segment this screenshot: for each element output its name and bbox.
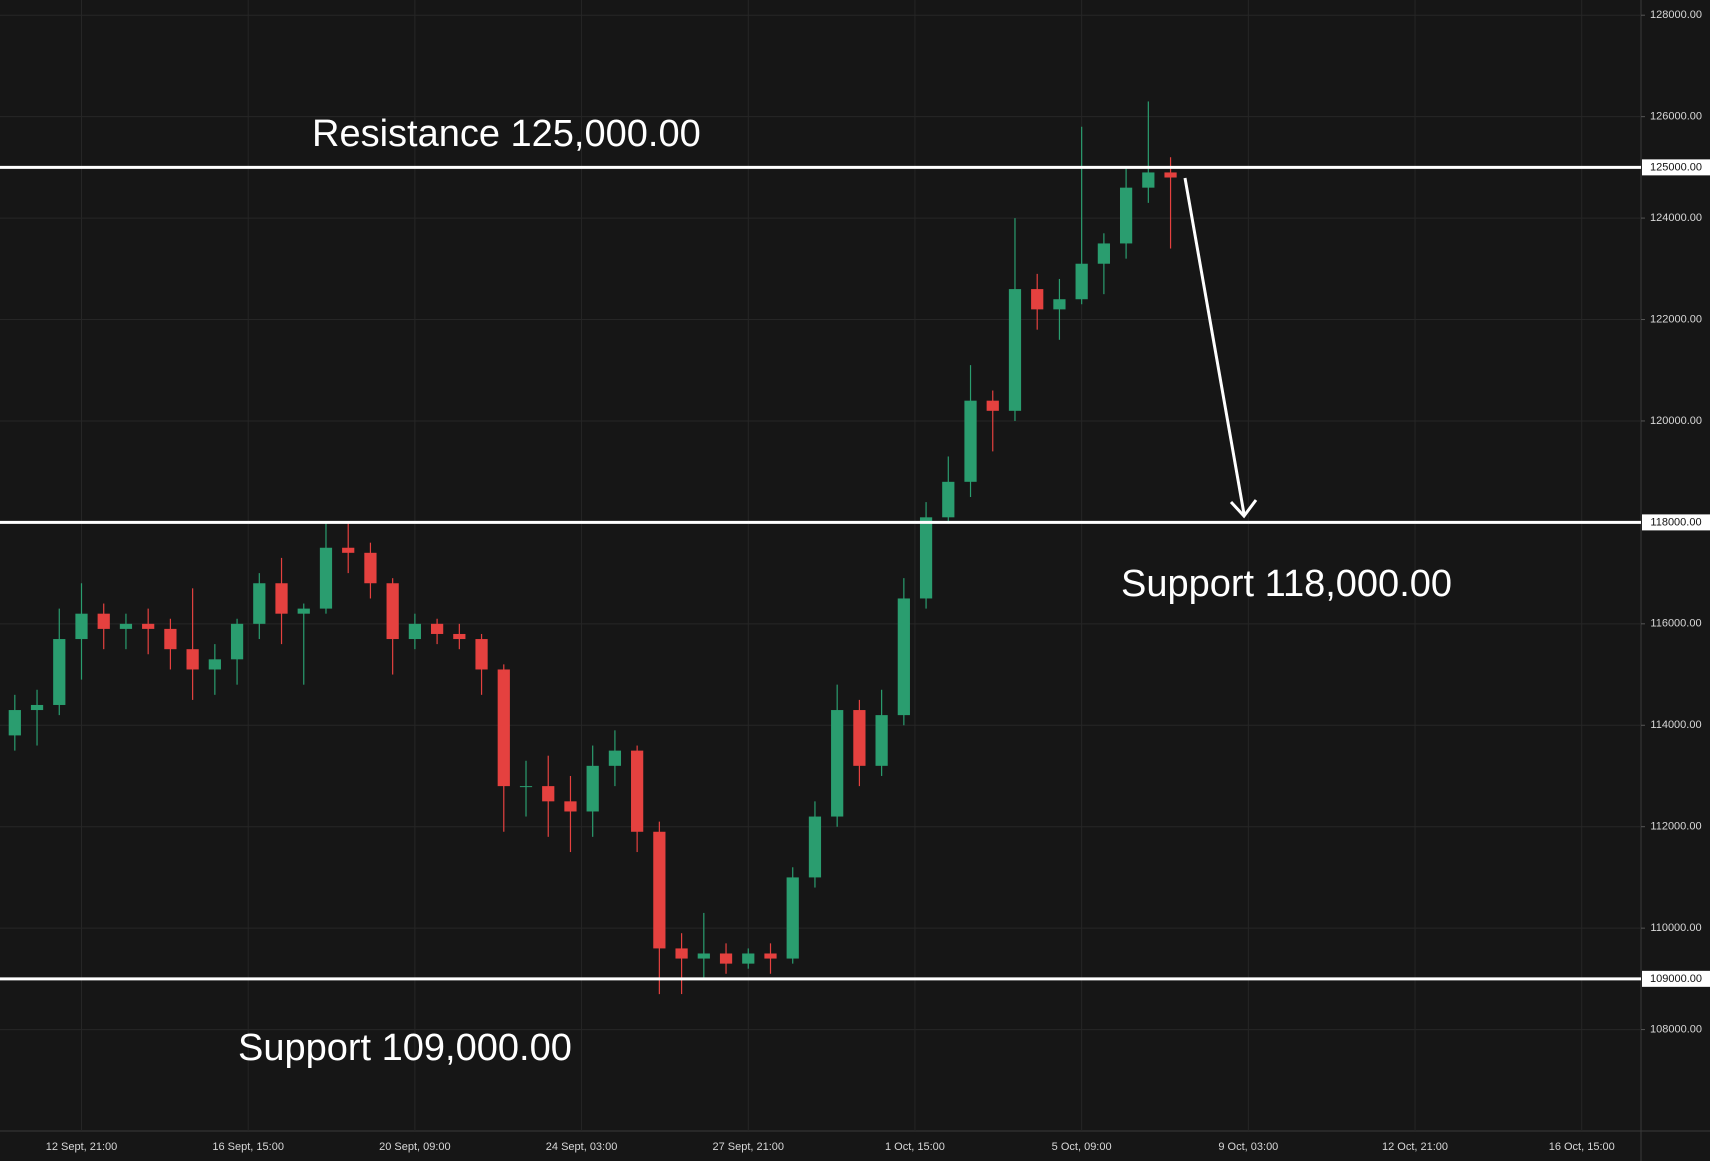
candle-body: [430, 623, 444, 634]
x-tick-label: 12 Sept, 21:00: [46, 1141, 118, 1153]
candle-body: [186, 649, 199, 670]
candle-body: [164, 628, 177, 650]
candle-body: [786, 877, 799, 959]
candle-body: [8, 710, 21, 736]
candle-body: [1142, 172, 1155, 188]
candle-body: [986, 400, 999, 411]
y-tick-label: 126000.00: [1650, 111, 1702, 123]
candle-body: [564, 801, 577, 812]
candle-body: [453, 633, 466, 640]
candle-body: [364, 552, 377, 584]
candle-body: [497, 669, 510, 787]
level-label-box: [1642, 514, 1710, 531]
y-tick-label: 108000.00: [1650, 1023, 1702, 1035]
candle-body: [586, 765, 599, 812]
level-label: 109000.00: [1650, 973, 1702, 985]
candle-body: [675, 948, 688, 959]
x-tick-label: 16 Sept, 15:00: [212, 1141, 284, 1153]
candle-body: [1008, 289, 1022, 411]
x-tick-label: 5 Oct, 09:00: [1052, 1141, 1112, 1153]
y-tick-label: 114000.00: [1650, 719, 1701, 731]
candle-body: [1031, 289, 1044, 310]
x-tick-label: 1 Oct, 15:00: [885, 1141, 945, 1153]
level-label-box: [1642, 970, 1710, 987]
candle-body: [697, 953, 710, 959]
candle-body: [742, 953, 755, 964]
y-tick-label: 110000.00: [1650, 922, 1701, 934]
candle-body: [1164, 172, 1177, 178]
y-tick-label: 124000.00: [1650, 212, 1702, 224]
candle-body: [719, 953, 733, 964]
candle-body: [519, 786, 533, 788]
candle-body: [97, 613, 110, 629]
x-tick-label: 27 Sept, 21:00: [712, 1141, 784, 1153]
candle-body: [475, 639, 488, 670]
candle-body: [653, 831, 666, 949]
candle-body: [1053, 299, 1066, 310]
candle-body: [297, 608, 310, 614]
projection-arrowhead: [1229, 499, 1258, 519]
level-label: 125000.00: [1650, 161, 1702, 173]
x-tick-label: 12 Oct, 21:00: [1382, 1141, 1448, 1153]
y-tick-label: 128000.00: [1650, 9, 1702, 21]
candle-body: [608, 750, 622, 766]
candle-body: [1097, 243, 1110, 264]
candle-body: [1119, 187, 1133, 244]
level-annotation: Resistance 125,000.00: [312, 113, 701, 155]
y-tick-label: 122000.00: [1650, 313, 1702, 325]
candle-body: [919, 517, 933, 599]
level-label-box: [1642, 159, 1710, 176]
candle-body: [542, 786, 555, 802]
candle-body: [408, 623, 421, 640]
candle-body: [764, 953, 777, 959]
x-tick-label: 24 Sept, 03:00: [546, 1141, 618, 1153]
candle-body: [831, 710, 844, 817]
y-tick-label: 120000.00: [1650, 415, 1702, 427]
candle-body: [119, 623, 133, 629]
candle-body: [964, 400, 977, 482]
y-tick-label: 112000.00: [1650, 821, 1701, 833]
level-label: 118000.00: [1650, 516, 1701, 528]
x-tick-label: 9 Oct, 03:00: [1218, 1141, 1278, 1153]
candle-body: [53, 639, 66, 705]
x-tick-label: 16 Oct, 15:00: [1549, 1141, 1615, 1153]
candle-body: [208, 659, 221, 670]
y-tick-label: 116000.00: [1650, 618, 1701, 630]
projection-arrow: [1183, 177, 1246, 515]
candle-body: [319, 547, 333, 609]
candle-body: [142, 623, 155, 629]
candle-body: [75, 613, 88, 640]
candle-body: [275, 583, 288, 614]
candle-body: [386, 583, 399, 640]
x-tick-label: 20 Sept, 09:00: [379, 1141, 451, 1153]
candle-body: [253, 583, 266, 624]
candle-body: [342, 547, 355, 553]
candle-body: [875, 715, 888, 766]
candle-body: [30, 704, 44, 711]
candle-body: [808, 816, 822, 878]
candle-body: [853, 710, 866, 766]
candle-body: [631, 750, 644, 832]
candle-body: [942, 481, 955, 518]
candle-body: [230, 623, 244, 660]
candle-body: [897, 598, 910, 716]
level-annotation: Support 109,000.00: [238, 1027, 572, 1069]
level-annotation: Support 118,000.00: [1121, 563, 1452, 605]
candle-body: [1075, 263, 1088, 300]
